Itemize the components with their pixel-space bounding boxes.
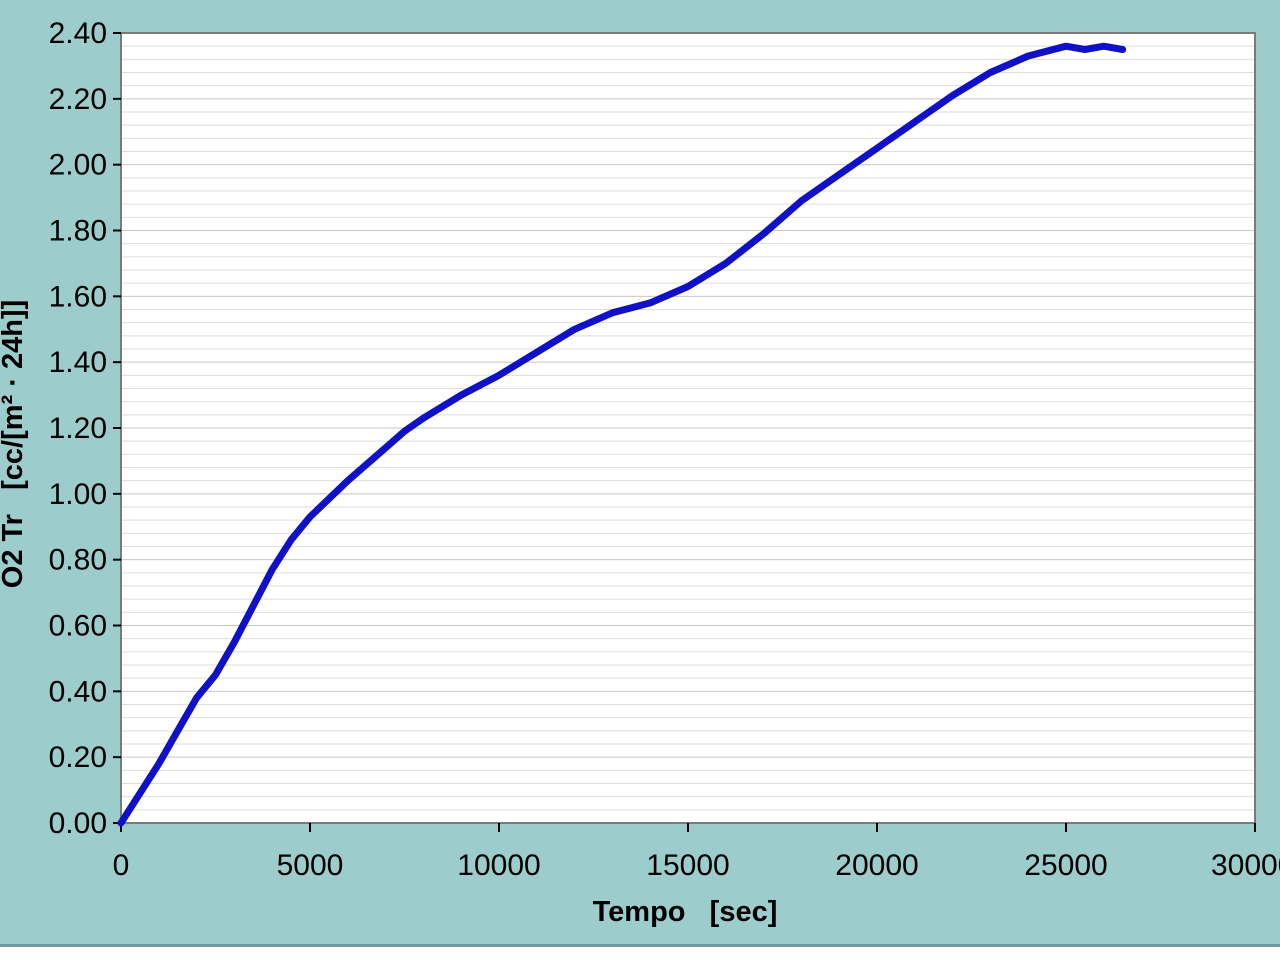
x-tick-label: 30000 bbox=[1211, 849, 1280, 882]
y-tick-label: 1.80 bbox=[49, 215, 107, 248]
y-tick-label: 0.20 bbox=[49, 741, 107, 774]
x-tick-label: 25000 bbox=[1024, 849, 1107, 882]
y-tick-label: 1.60 bbox=[49, 280, 107, 313]
x-tick-label: 5000 bbox=[277, 849, 344, 882]
y-tick-label: 1.40 bbox=[49, 346, 107, 379]
y-tick-label: 1.00 bbox=[49, 478, 107, 511]
y-tick-label: 0.80 bbox=[49, 544, 107, 577]
y-tick-label: 0.40 bbox=[49, 675, 107, 708]
x-tick-label: 15000 bbox=[646, 849, 729, 882]
y-tick-label: 2.20 bbox=[49, 83, 107, 116]
x-tick-label: 10000 bbox=[457, 849, 540, 882]
grid-lines bbox=[122, 45, 1254, 811]
y-axis-ticks: 0.00 0.20 0.40 0.60 0.80 1.00 1.20 1.40 1.60 1.80… bbox=[49, 17, 121, 840]
y-tick-label: 0.60 bbox=[49, 610, 107, 643]
series-group bbox=[117, 42, 1127, 827]
x-axis-ticks: 0 5000 10000 15000 20000 25000 30000 bbox=[113, 823, 1280, 882]
x-tick-label: 20000 bbox=[835, 849, 918, 882]
x-axis-title: Tempo [sec] bbox=[593, 896, 778, 928]
series-line bbox=[117, 42, 1127, 827]
y-tick-label: 1.20 bbox=[49, 412, 107, 445]
y-tick-label: 2.40 bbox=[49, 17, 107, 50]
y-tick-label: 2.00 bbox=[49, 149, 107, 182]
y-tick-label: 0.00 bbox=[49, 807, 107, 840]
y-axis-title: O2 Tr [cc/[m² · 24h]] bbox=[0, 300, 29, 588]
x-tick-label: 0 bbox=[113, 849, 130, 882]
